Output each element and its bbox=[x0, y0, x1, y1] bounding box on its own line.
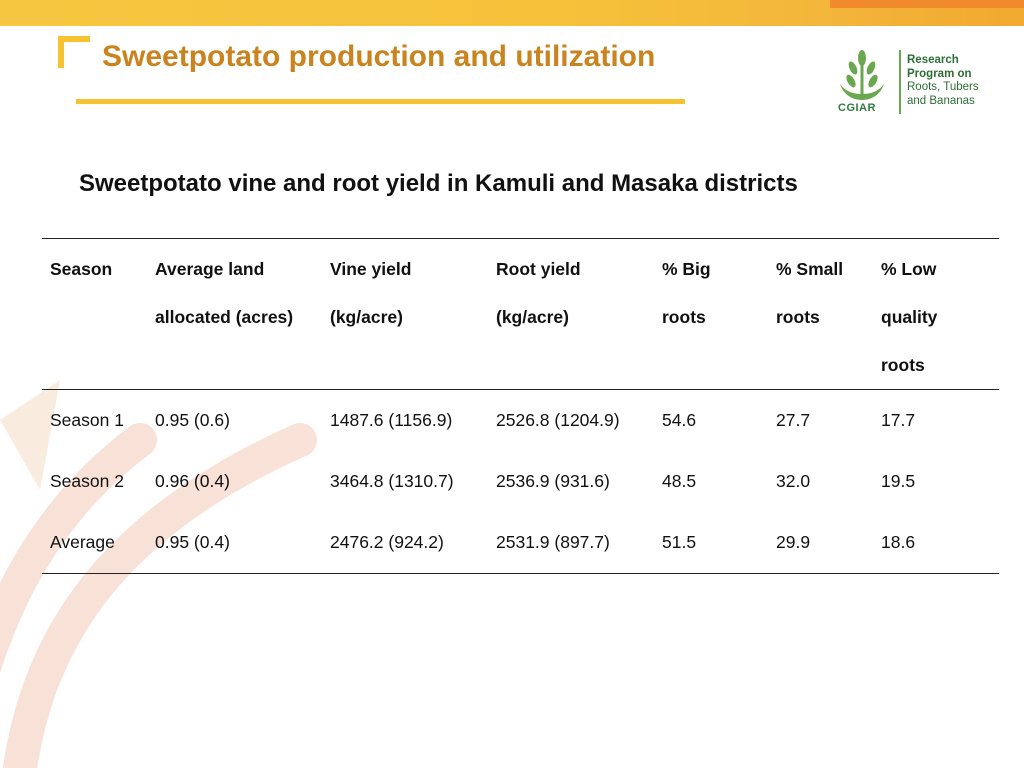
table-caption: Sweetpotato vine and root yield in Kamul… bbox=[79, 170, 798, 197]
table-cell: 29.9 bbox=[768, 512, 873, 574]
table-cell: 0.96 (0.4) bbox=[155, 471, 230, 491]
table-header-row: Season Average land allocated (acres) Vi… bbox=[42, 238, 999, 390]
logo-program-text: Research Program on Roots, Tubers and Ba… bbox=[907, 54, 979, 108]
logo-line: Program on bbox=[907, 67, 972, 80]
table-cell: 19.5 bbox=[881, 471, 916, 491]
table-cell: 3464.8 (1310.7) bbox=[330, 471, 454, 491]
table-cell: 51.5 bbox=[654, 512, 768, 574]
corner-bracket-icon bbox=[58, 36, 90, 68]
table-cell: 48.5 bbox=[662, 471, 697, 491]
table-cell: 17.7 bbox=[881, 410, 916, 430]
table-cell: 32.0 bbox=[776, 471, 811, 491]
table-cell: 0.95 (0.4) bbox=[147, 512, 322, 574]
yield-table: Season Average land allocated (acres) Vi… bbox=[42, 238, 999, 574]
table-cell: 2531.9 (897.7) bbox=[488, 512, 654, 574]
logo-brand-text: CGIAR bbox=[838, 102, 876, 114]
cgiar-wheat-emblem-icon bbox=[840, 50, 884, 100]
column-header: % Small roots bbox=[768, 238, 873, 390]
table-row: Season 1 0.95 (0.6) 1487.6 (1156.9) 2526… bbox=[42, 390, 999, 452]
logo-line: and Bananas bbox=[907, 94, 975, 107]
table-cell: 54.6 bbox=[662, 410, 697, 430]
title-underline bbox=[76, 99, 685, 104]
column-header: Root yield (kg/acre) bbox=[488, 238, 654, 390]
table-cell: 1487.6 (1156.9) bbox=[330, 410, 453, 430]
top-accent-strip bbox=[830, 0, 1024, 8]
column-header: Average land allocated (acres) bbox=[147, 238, 322, 390]
logo-line: Research bbox=[907, 54, 959, 66]
slide-title: Sweetpotato production and utilization bbox=[102, 40, 656, 73]
table-cell: 2536.9 (931.6) bbox=[496, 471, 610, 491]
table-cell: Season 2 bbox=[50, 471, 124, 491]
table-row: Season 2 0.96 (0.4) 3464.8 (1310.7) 2536… bbox=[42, 451, 999, 512]
table-cell: 0.95 (0.6) bbox=[155, 410, 230, 430]
table-cell: Average bbox=[42, 512, 147, 574]
cgiar-rtb-logo: CGIAR Research Program on Roots, Tubers … bbox=[836, 46, 996, 120]
column-header: Vine yield (kg/acre) bbox=[322, 238, 488, 390]
column-header: % Big roots bbox=[654, 238, 768, 390]
table-row: Average 0.95 (0.4) 2476.2 (924.2) 2531.9… bbox=[42, 512, 999, 574]
logo-line: Roots, Tubers bbox=[907, 81, 979, 93]
table-cell: 2476.2 (924.2) bbox=[322, 512, 488, 574]
table-cell: 2526.8 (1204.9) bbox=[496, 410, 620, 430]
table-cell: 27.7 bbox=[776, 410, 811, 430]
watermark-logo-icon bbox=[0, 380, 317, 768]
table-cell: 18.6 bbox=[873, 512, 999, 574]
column-header: Season bbox=[42, 238, 147, 390]
column-header: % Low quality roots bbox=[873, 238, 999, 390]
table-cell: Season 1 bbox=[50, 410, 124, 430]
logo-divider bbox=[899, 50, 901, 114]
